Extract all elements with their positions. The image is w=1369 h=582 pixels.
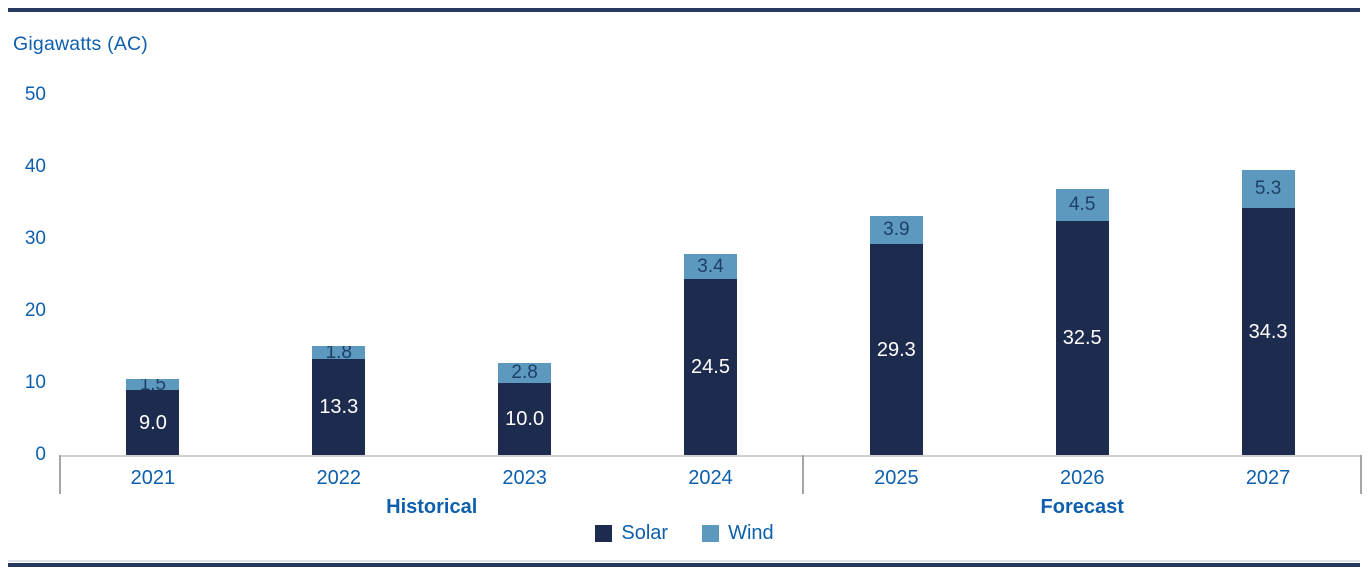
wind-value-label: 4.5	[1068, 194, 1096, 216]
solar-legend-swatch-icon	[595, 524, 613, 542]
x-axis-year-label: 2025	[874, 467, 919, 489]
category-group-separator	[802, 455, 805, 494]
y-axis-tick-label: 10	[24, 372, 46, 393]
top-border-rule	[8, 8, 1360, 12]
wind-bar-segment: 4.5	[1055, 188, 1109, 221]
solar-value-label: 24.5	[691, 355, 730, 378]
solar-value-label: 34.3	[1248, 320, 1288, 343]
x-axis-year-label: 2026	[1059, 467, 1105, 489]
y-axis-tick-label: 30	[24, 228, 46, 249]
solar-bar-segment: 10.0	[498, 383, 552, 455]
legend-item-wind: Wind	[702, 521, 774, 545]
group-label-forecast: Forecast	[1040, 496, 1124, 518]
bottom-shadow-rule	[8, 560, 1360, 562]
wind-value-label: 2.8	[511, 362, 538, 383]
x-axis-year-label: 2027	[1245, 467, 1291, 489]
wind-bar-segment: 3.4	[684, 254, 737, 279]
wind-value-label: 5.3	[1254, 178, 1282, 200]
solar-value-label: 10.0	[505, 408, 545, 430]
x-axis-year-label: 2022	[316, 467, 362, 489]
y-axis-tick-label: 40	[24, 156, 46, 177]
wind-bar-segment: 2.8	[498, 362, 552, 383]
solar-value-label: 13.3	[319, 396, 359, 419]
wind-value-label: 1.8	[325, 346, 352, 360]
solar-bar-segment: 13.3	[312, 359, 366, 455]
solar-legend-label: Solar	[621, 522, 669, 544]
wind-bar-segment: 3.9	[869, 215, 923, 245]
y-axis-title: Gigawatts (AC)	[13, 33, 148, 55]
solar-value-label: 9.0	[139, 411, 167, 434]
wind-bar-segment: 1.5	[126, 379, 180, 391]
solar-bar-segment: 24.5	[684, 278, 737, 455]
wind-legend-swatch-icon	[702, 524, 720, 542]
solar-value-label: 29.3	[876, 338, 916, 361]
wind-legend-label: Wind	[728, 522, 774, 544]
y-axis-tick-label: 0	[35, 444, 46, 465]
chart-legend: Solar Wind	[0, 520, 1369, 546]
group-label-historical: Historical	[386, 496, 478, 518]
legend-item-solar: Solar	[595, 521, 668, 545]
wind-bar-segment: 5.3	[1241, 169, 1295, 209]
solar-bar-segment: 34.3	[1241, 208, 1295, 455]
wind-value-label: 3.9	[883, 219, 910, 241]
x-axis-line	[60, 455, 1361, 457]
y-axis-tick-label: 50	[24, 84, 46, 105]
solar-bar-segment: 29.3	[869, 244, 923, 455]
solar-value-label: 32.5	[1062, 327, 1102, 349]
solar-bar-segment: 32.5	[1055, 221, 1109, 455]
x-axis-year-label: 2023	[502, 467, 547, 489]
category-group-separator	[1360, 455, 1362, 494]
solar-bar-segment: 9.0	[126, 390, 180, 455]
x-axis-year-label: 2021	[130, 467, 176, 489]
category-group-separator	[59, 455, 61, 494]
x-axis-year-label: 2024	[688, 467, 733, 489]
y-axis-tick-label: 20	[24, 300, 46, 321]
wind-value-label: 3.4	[697, 255, 724, 277]
bottom-border-rule	[8, 563, 1360, 567]
wind-value-label: 1.5	[139, 379, 167, 391]
wind-bar-segment: 1.8	[312, 346, 366, 360]
